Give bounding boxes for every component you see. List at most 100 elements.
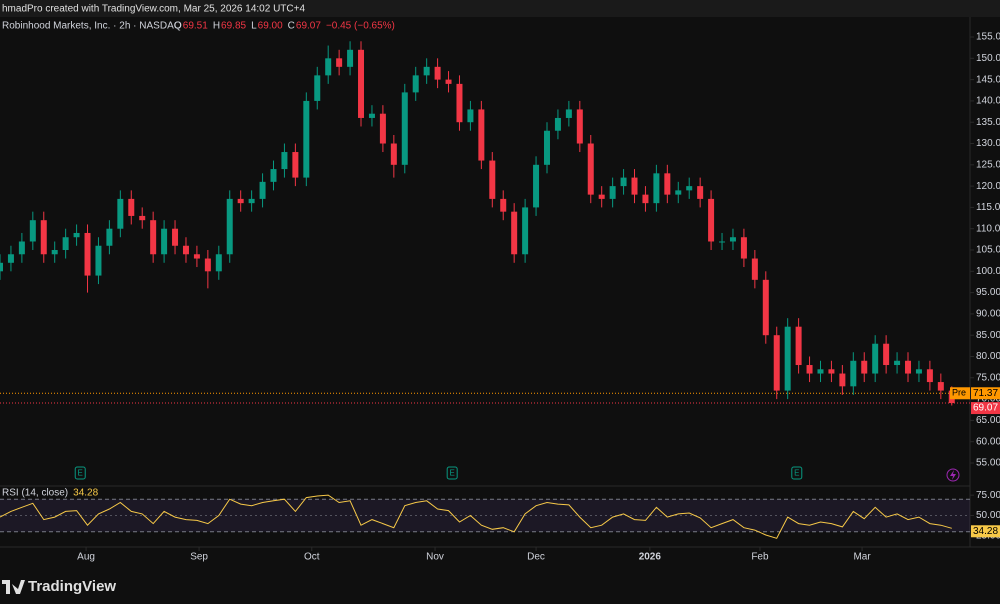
caption: hmadPro created with TradingView.com, Ma… [2,4,305,15]
last-price-tag [971,402,1000,415]
brand: TradingView [28,578,116,595]
candle-body [29,220,36,242]
event-marker [446,466,458,480]
candle-body [489,160,496,199]
candle-body [828,369,835,374]
candle-body [412,75,419,93]
candle-body [40,220,47,255]
candle-body [182,245,189,255]
candle-body [18,241,25,255]
candle-body [642,194,649,204]
candle-body [0,262,3,272]
legend-key: C [288,21,295,32]
candle-body [926,369,933,383]
legend-value: 69.07 [296,21,321,32]
candle-body [259,181,266,199]
candle-body [740,237,747,259]
candle-body [84,232,91,276]
y-tick-label: 90.00 [976,309,1000,320]
candle-body [850,360,857,387]
candle-body [62,237,69,251]
candle-body [937,382,944,391]
candle-body [368,113,375,118]
candle-body [817,369,824,374]
candle-body [161,228,168,255]
candle-body [500,198,507,212]
candle-body [325,58,332,76]
event-label: E [78,469,83,478]
candle-body [576,109,583,144]
event-label: E [450,469,455,478]
candle-body [609,186,616,199]
candle-body [697,186,704,199]
premarket-value-tag [971,387,1000,400]
legend-value: 69.85 [221,21,246,32]
x-tick-label: Dec [527,552,545,563]
candle-body [379,113,386,144]
rsi-tick-label: 75.00 [976,490,1000,501]
candle-body [554,117,561,131]
event-marker [74,466,86,480]
x-tick-label: Mar [853,552,871,563]
candle-body [653,173,660,204]
candle-body [347,49,354,67]
y-tick-label: 85.00 [976,330,1000,341]
legend-key: H [213,21,220,32]
candle-body [401,92,408,165]
candle-body [215,254,222,272]
candle-body [806,365,813,374]
y-tick-label: 150.00 [976,53,1000,64]
event-marker [791,466,803,480]
icon-bolt [950,470,956,480]
y-tick-label: 115.00 [976,202,1000,213]
candle-body [751,258,758,280]
rsi-current-value: 34.28 [973,526,998,537]
candle-body [292,152,299,178]
candle-body [872,343,879,374]
rsi-tick-label: 50.00 [976,510,1000,521]
x-tick-label: Aug [77,552,95,563]
y-tick-label: 110.00 [976,223,1000,234]
candle-body [708,198,715,242]
candle-body [51,250,58,255]
premarket-tag [950,387,970,400]
candle-body [522,207,529,255]
candle-body [226,198,233,255]
y-tick-label: 125.00 [976,159,1000,170]
y-tick-label: 80.00 [976,351,1000,362]
candle-body [686,186,693,191]
y-tick-label: 55.00 [976,458,1000,469]
y-tick-label: 65.00 [976,415,1000,426]
candle-body [795,326,802,366]
candle-body [773,335,780,391]
candle-body [434,66,441,80]
candle-body [445,79,452,84]
candle-body [73,232,80,238]
candle-body [478,109,485,161]
symbol-legend: Robinhood Markets, Inc. · 2h · NASDAQ [2,21,182,32]
candle-body [303,100,310,178]
legend-change: −0.45 (−0.65%) [326,21,395,32]
candle-body [139,215,146,221]
candle-body [150,220,157,255]
candle-body [894,360,901,366]
symbol: Robinhood Markets, Inc. · 2h · NASDAQ [2,21,182,32]
candle-body [336,58,343,67]
legend-key: L [251,21,257,32]
candle-body [620,177,627,187]
y-tick-label: 145.00 [976,74,1000,85]
candle-body [456,83,463,123]
event-label: E [794,469,799,478]
candle-body [270,169,277,182]
candle-body [248,198,255,204]
legend-value: 69.51 [183,21,208,32]
candle-body [587,143,594,195]
candle-body [314,75,321,101]
candle-body [172,228,179,246]
x-tick-label: Sep [190,552,208,563]
candle-body [675,190,682,195]
y-tick-label: 135.00 [976,117,1000,128]
y-tick-label: 75.00 [976,372,1000,383]
